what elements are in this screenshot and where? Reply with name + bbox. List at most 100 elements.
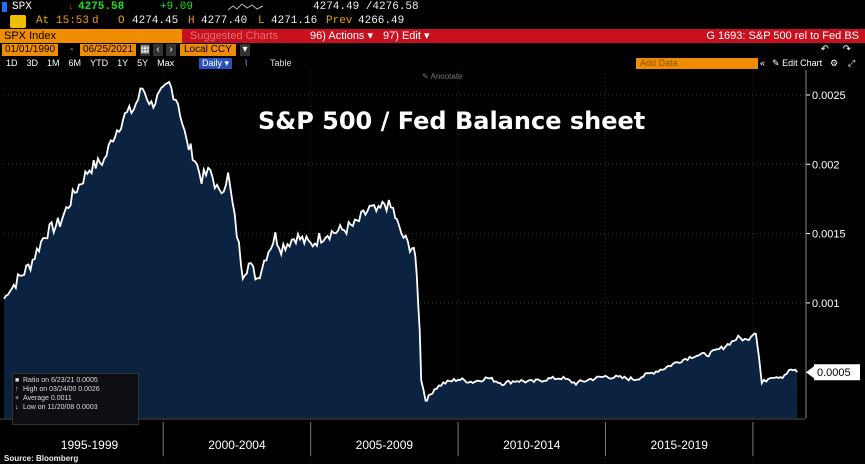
legend-label: High on 03/24/00 <box>23 386 79 393</box>
exchange-icon[interactable] <box>10 15 26 28</box>
low-label: L <box>258 15 265 27</box>
chart: 0.0025 0.002 0.0015 0.001 1995-1999 2000-200… <box>0 70 865 464</box>
legend-label: Ratio on 6/23/21 <box>23 377 77 384</box>
legend-item: ↑ High on 03/24/00 0.0026 <box>13 385 138 394</box>
end-date-input[interactable]: 06/25/2021 <box>80 44 137 56</box>
legend-item: ↓ Low on 11/20/08 0.0003 <box>13 403 138 412</box>
currency-dropdown-icon[interactable]: ▾ <box>240 44 250 56</box>
period-button-3d[interactable]: 3D <box>26 58 39 68</box>
y-axis: 0.0025 0.002 0.0015 0.001 <box>805 70 846 418</box>
y-tick-label: 0.0015 <box>812 229 846 241</box>
x-tick-label: 2000-2004 <box>208 438 266 452</box>
legend-label: Low on 11/20/08 <box>23 404 77 411</box>
legend-value: 0.0003 <box>76 404 98 411</box>
start-date-input[interactable]: 01/01/1990 <box>2 44 59 56</box>
prev-label: Prev <box>326 15 353 27</box>
suggested-charts-button[interactable]: Suggested Charts <box>190 30 279 42</box>
chart-id: G 1693: S&P 500 rel to Fed BS <box>706 30 859 42</box>
down-arrow-icon: ↓ <box>68 2 74 12</box>
collapse-icon[interactable]: « <box>760 58 766 68</box>
edit-chart-label: Edit Chart <box>782 58 823 68</box>
line-chart-icon[interactable]: ⌇ <box>244 58 249 68</box>
time-suffix: d <box>92 15 99 27</box>
actions-label: Actions <box>328 30 365 42</box>
table-button[interactable]: Table <box>270 58 292 68</box>
ticker[interactable]: SPX <box>12 1 32 13</box>
expand-icon[interactable]: ⤢ <box>848 58 856 68</box>
actions-number: 96) <box>310 30 326 42</box>
legend-label: Average <box>23 395 51 402</box>
period-buttons: 1D 3D 1M 6M YTD 1Y 5Y Max <box>6 57 183 70</box>
last-value-text: 0.0005 <box>817 367 851 379</box>
area-fill <box>4 81 798 419</box>
last-value-label: 0.0005 <box>806 364 860 381</box>
high-value: 4277.40 <box>201 15 248 27</box>
low-value: 4271.16 <box>271 15 318 27</box>
legend-value: 0.0026 <box>78 386 100 393</box>
calendar-icon[interactable]: ▦ <box>140 44 150 56</box>
sparkline-icon <box>228 3 264 11</box>
edit-number: 97) <box>383 30 399 42</box>
open-label: O <box>118 15 125 27</box>
add-data-input[interactable]: Add Data <box>636 58 758 69</box>
last-value-box <box>814 364 860 381</box>
currency-select[interactable]: Local CCY <box>180 44 236 56</box>
last-price: 4275.58 <box>78 1 125 13</box>
frequency-label: Daily <box>202 58 223 68</box>
price-change: +9.09 <box>160 1 194 13</box>
settings-icon[interactable]: ⚙ <box>830 58 839 68</box>
next-period-icon[interactable]: › <box>166 44 176 56</box>
prev-value: 4266.49 <box>358 15 405 27</box>
security-field[interactable]: SPX Index <box>0 29 182 43</box>
dropdown-icon: ▾ <box>424 30 430 42</box>
legend-marker-icon: ↓ <box>15 404 19 411</box>
pencil-icon: ✎ <box>772 58 780 68</box>
date-range-bar: 01/01/1990 - 06/25/2021 ▦ ‹ › Local CCY … <box>0 43 865 57</box>
y-tick-label: 0.001 <box>812 298 840 310</box>
chart-toolbar: SPX Index Suggested Charts 96) Actions ▾… <box>0 29 865 43</box>
undo-icon[interactable]: ↶ <box>820 44 829 55</box>
period-button-1d[interactable]: 1D <box>6 58 18 68</box>
period-bar: 1D 3D 1M 6M YTD 1Y 5Y Max Daily ▾ ⌇ Table Add D… <box>0 57 865 70</box>
annotate-label: Annotate <box>430 72 463 81</box>
quote-time: 15:53 <box>56 15 90 27</box>
series-line <box>3 80 798 402</box>
legend-marker-icon: ↑ <box>15 386 19 393</box>
period-button-max[interactable]: Max <box>157 58 175 68</box>
quote-bar: SPX ↓ 4275.58 +9.09 4274.49 /4276.58 <box>0 0 865 14</box>
x-tick-label: 1995-1999 <box>61 438 119 452</box>
legend-value: 0.0005 <box>76 377 98 384</box>
legend-value: 0.0011 <box>50 395 72 402</box>
frequency-select[interactable]: Daily ▾ <box>199 58 233 69</box>
x-tick-label: 2010-2014 <box>503 438 561 452</box>
legend-marker-icon: + <box>15 395 20 402</box>
period-button-6m[interactable]: 6M <box>68 58 82 68</box>
open-value: 4274.45 <box>132 15 179 27</box>
pencil-icon: ✎ <box>422 72 430 81</box>
period-button-ytd[interactable]: YTD <box>90 58 109 68</box>
date-separator: - <box>70 44 74 55</box>
prev-period-icon[interactable]: ‹ <box>153 44 163 56</box>
period-button-1m[interactable]: 1M <box>47 58 60 68</box>
at-label: At <box>36 15 50 27</box>
chart-title: S&P 500 / Fed Balance sheet <box>258 107 645 135</box>
edit-menu[interactable]: 97) Edit ▾ <box>383 29 430 43</box>
edit-chart-button[interactable]: ✎ Edit Chart <box>772 57 822 70</box>
x-tick-label: 2005-2009 <box>356 438 414 452</box>
high-label: H <box>188 15 195 27</box>
ohlc-bar: At 15:53 d O 4274.45 H 4277.40 L 4271.16… <box>0 14 865 29</box>
edit-label: Edit <box>401 30 421 42</box>
legend-item: ■ Ratio on 6/23/21 0.0005 <box>13 376 138 385</box>
actions-menu[interactable]: 96) Actions ▾ <box>310 29 373 43</box>
y-tick-label: 0.0025 <box>812 90 846 102</box>
ticker-marker <box>2 2 7 12</box>
bid-ask: 4274.49 /4276.58 <box>313 1 419 13</box>
last-value-pointer <box>806 366 814 379</box>
y-tick-label: 0.002 <box>812 159 840 171</box>
period-button-5y[interactable]: 5Y <box>137 58 149 68</box>
legend: ■ Ratio on 6/23/21 0.0005 ↑ High on 03/24/0… <box>12 373 139 425</box>
period-button-1y[interactable]: 1Y <box>117 58 129 68</box>
annotate-button[interactable]: ✎ Annotate <box>422 72 463 81</box>
redo-icon[interactable]: ↷ <box>842 44 851 55</box>
legend-item: + Average 0.0011 <box>13 394 138 403</box>
